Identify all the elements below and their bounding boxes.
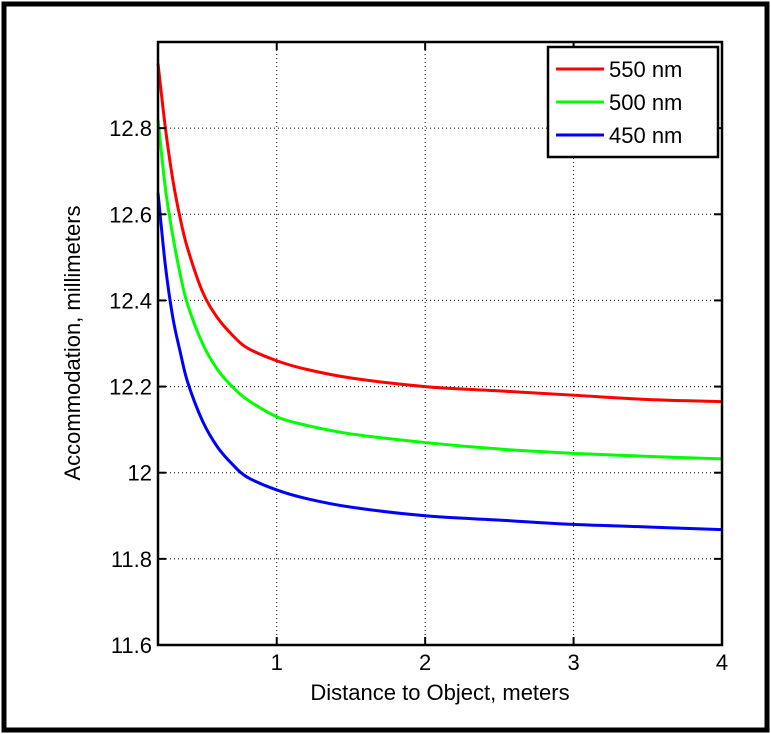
legend: 550 nm 500 nm 450 nm (546, 45, 720, 159)
x-tick-label: 4 (716, 650, 728, 675)
y-axis-label: Accommodation, millimeters (60, 205, 85, 480)
legend-label: 550 nm (609, 57, 682, 82)
y-tick-label: 11.6 (111, 633, 152, 658)
y-tick-label: 12.4 (109, 288, 152, 313)
y-tick-label: 11.8 (111, 547, 152, 572)
x-axis-ticks: 1 2 3 4 (271, 42, 728, 675)
y-tick-label: 12.8 (109, 116, 152, 141)
legend-label: 450 nm (609, 123, 682, 148)
series-lines (156, 63, 723, 532)
series-line-550-nm (156, 63, 723, 404)
x-tick-label: 2 (419, 650, 431, 675)
legend-label: 500 nm (609, 90, 682, 115)
series-line-500-nm (156, 119, 723, 461)
x-tick-label: 1 (271, 650, 283, 675)
series-line-450-nm (156, 192, 723, 532)
y-tick-label: 12.6 (109, 202, 152, 227)
axes-box (156, 40, 724, 647)
x-axis-label: Distance to Object, meters (310, 680, 569, 705)
y-tick-label: 12.2 (109, 375, 152, 400)
y-axis-ticks: 11.6 11.8 12 12.2 12.4 12.6 12.8 (109, 116, 722, 658)
y-tick-label: 12 (128, 461, 152, 486)
x-tick-label: 3 (567, 650, 579, 675)
